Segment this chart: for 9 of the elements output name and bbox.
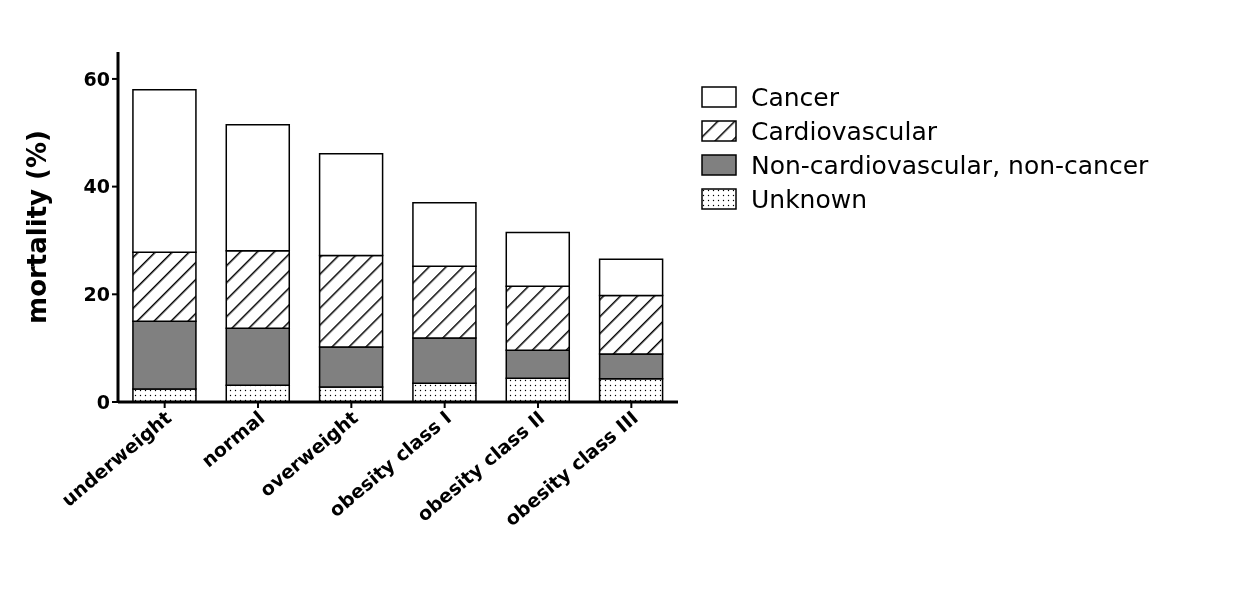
legend-label: Unknown xyxy=(751,184,868,214)
y-axis-title: mortality (%) xyxy=(22,130,53,324)
y-tick-label: 20 xyxy=(83,283,110,306)
legend-label: Cancer xyxy=(751,82,840,112)
y-tick-label: 40 xyxy=(83,175,110,198)
y-tick-label: 0 xyxy=(96,390,110,413)
legend-label: Cardiovascular xyxy=(751,116,937,146)
y-tick-label: 60 xyxy=(83,67,110,90)
legend-label: Non-cardiovascular, non-cancer xyxy=(751,150,1149,180)
